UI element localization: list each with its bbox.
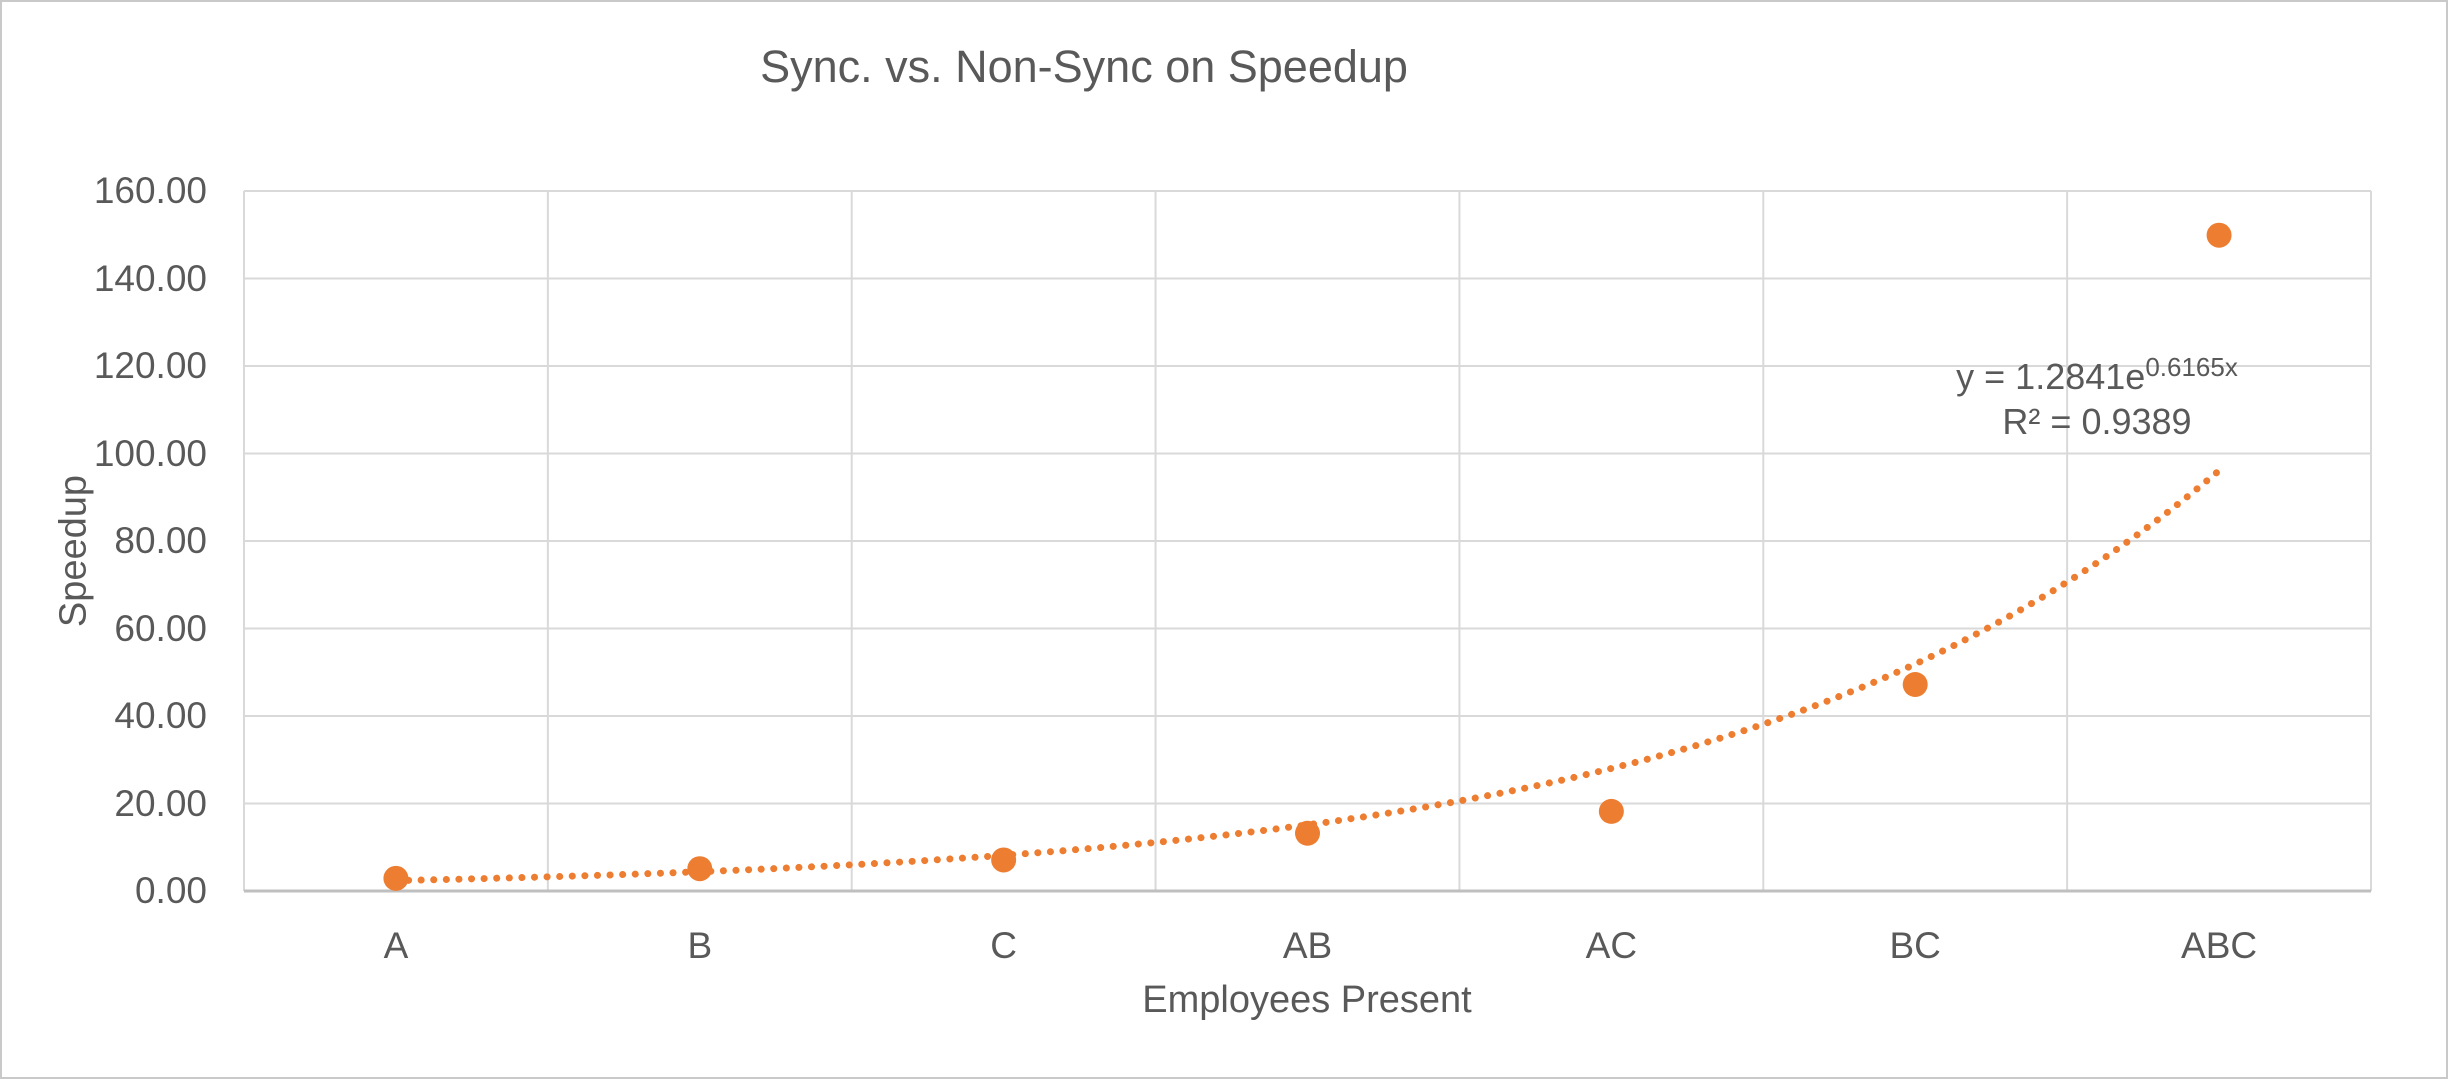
y-axis-tick-label: 140.00 bbox=[93, 257, 207, 299]
equation-base-text: y = 1.2841e bbox=[1956, 356, 2146, 397]
y-axis-tick-label: 0.00 bbox=[134, 870, 207, 911]
y-axis-tick-label: 80.00 bbox=[114, 520, 207, 561]
y-axis-tick-label: 100.00 bbox=[93, 432, 207, 474]
x-axis-category-label: C bbox=[990, 925, 1017, 966]
x-axis-category-label: B bbox=[687, 925, 713, 966]
x-axis-category-label: A bbox=[383, 925, 409, 966]
x-axis-category-label: ABC bbox=[2181, 925, 2258, 966]
x-axis-category-label: BC bbox=[1889, 925, 1941, 966]
exponential-trendline bbox=[392, 467, 2223, 885]
y-axis-tick-label: 40.00 bbox=[114, 695, 207, 736]
trendline-r-squared: R² = 0.9389 bbox=[2002, 401, 2192, 442]
data-point-B bbox=[687, 856, 713, 882]
data-point-C bbox=[991, 847, 1017, 873]
trendline-equation-formula: y = 1.2841e0.6165x bbox=[1956, 354, 2238, 399]
data-point-AC bbox=[1598, 798, 1624, 824]
x-axis-category-label: AB bbox=[1282, 925, 1333, 966]
data-point-AB bbox=[1295, 820, 1320, 846]
x-axis-category-label: AC bbox=[1585, 925, 1638, 966]
y-axis-tick-label: 120.00 bbox=[93, 345, 207, 386]
y-axis-tick-label: 160.00 bbox=[93, 170, 207, 211]
data-point-BC bbox=[1902, 672, 1928, 697]
y-axis-tick-label: 20.00 bbox=[114, 782, 207, 824]
data-point-ABC bbox=[2206, 222, 2232, 248]
data-point-A bbox=[383, 865, 409, 891]
chart-title: Sync. vs. Non-Sync on Speedup bbox=[760, 41, 1408, 92]
equation-exponent-text: 0.6165x bbox=[2145, 352, 2238, 382]
x-axis-title: Employees Present bbox=[1142, 979, 1472, 1021]
trendline-equation: y = 1.2841e0.6165x R² = 0.9389 bbox=[1956, 354, 2238, 444]
y-axis-tick-label: 60.00 bbox=[114, 607, 207, 649]
